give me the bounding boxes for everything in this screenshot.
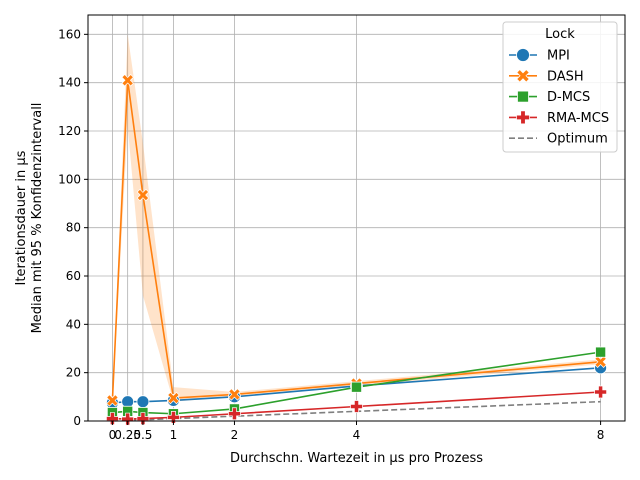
x-tick-label: 8 [597,428,605,442]
data-point-rma-mcs [167,411,180,424]
x-tick-label: 0.5 [133,428,152,442]
legend-marker [516,69,530,83]
y-axis-label-line-2: Median mit 95 % Konfidenzintervall [30,103,45,334]
y-tick-label: 160 [58,27,81,41]
y-tick-label: 40 [66,317,81,331]
y-tick-label: 60 [66,269,81,283]
data-point-d-mcs [350,381,362,393]
x-tick-label: 0 [109,428,117,442]
legend-item-optimum: Optimum [509,132,608,147]
confidence-bands [112,34,601,405]
legend-items: MPI DASH D-MCS RMA-MCS Optimum [509,48,609,147]
data-point-rma-mcs [350,400,363,413]
legend-marker [516,48,530,62]
legend-label: Optimum [547,132,608,147]
ci-band-dash [112,34,601,405]
legend-label: RMA-MCS [547,111,609,126]
x-axis-ticks: 00.250.5 1 2 4 8 [109,421,605,442]
legend-item-dash: DASH [509,69,584,84]
legend-title: Lock [545,27,575,42]
data-point-dash [136,188,150,202]
legend: Lock MPI DASH D-MCS RMA-MCS Optimum [502,21,618,153]
data-point-d-mcs [595,346,607,358]
data-point-dash [594,355,607,368]
x-axis-label: Durchschn. Wartezeit in µs pro Prozess [230,451,483,466]
x-tick-label: 1 [170,428,178,442]
y-tick-label: 0 [73,414,81,428]
data-point-mpi [136,395,150,409]
data-point-dash [121,74,134,87]
y-tick-label: 100 [58,172,81,186]
legend-label: DASH [547,69,584,84]
x-tick-label: 2 [231,428,239,442]
data-point-dash [167,391,180,405]
y-axis-label-line-1: Iterationsdauer in µs [14,150,29,285]
y-tick-label: 80 [66,221,81,235]
data-point-dash [106,394,119,407]
legend-item-d-mcs: D-MCS [509,90,590,105]
data-point-rma-mcs [136,412,150,425]
x-tick-label: 4 [353,428,361,442]
data-point-rma-mcs [106,412,119,425]
data-point-rma-mcs [594,385,607,399]
legend-item-rma-mcs: RMA-MCS [509,110,609,126]
legend-marker [516,110,530,125]
series-markers [106,74,607,426]
legend-marker [517,90,529,103]
data-point-rma-mcs [121,412,135,426]
y-tick-label: 20 [66,366,81,380]
y-axis-ticks: 0 20 40 60 80 100 120 140 160 [58,27,88,428]
data-point-dash [228,388,241,401]
legend-item-mpi: MPI [509,48,570,64]
y-tick-label: 120 [58,124,81,138]
data-point-rma-mcs [228,407,241,421]
y-tick-label: 140 [58,76,81,90]
legend-label: D-MCS [547,90,590,105]
legend-label: MPI [547,49,570,64]
x-tick-label: 0.25 [114,428,141,442]
